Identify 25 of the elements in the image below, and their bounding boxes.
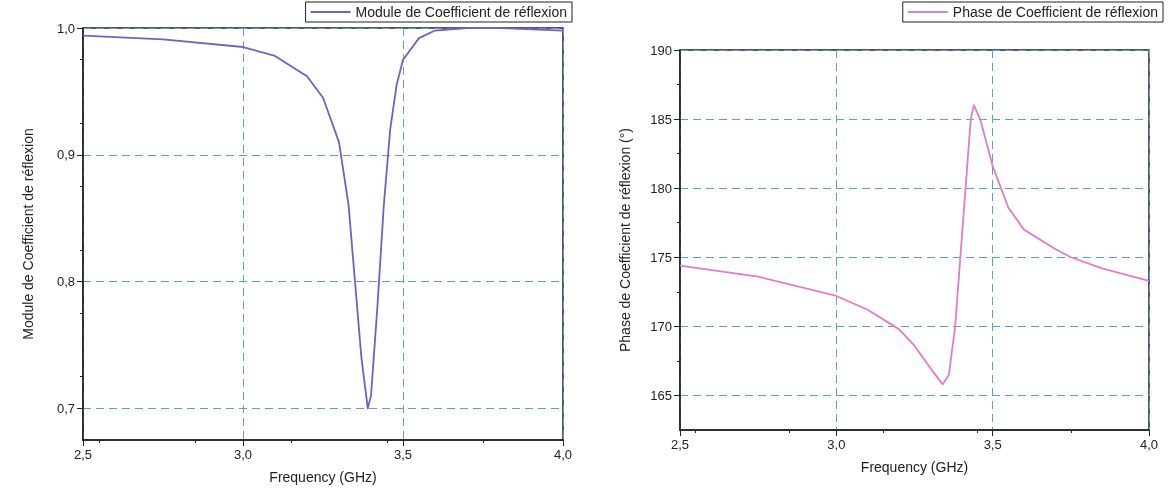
y-tick-label: 185 [650,111,672,127]
y-tick-label: 0,8 [56,274,75,290]
y-tick-label: 0,9 [56,147,75,163]
y-axis-title: Phase de Coefficient de réflexion (°) [617,127,633,353]
x-tick-label: 3,0 [233,447,253,462]
x-tick-label: 2,5 [73,447,93,462]
x-tick-label: 3,5 [983,437,1002,452]
x-tick-label: 4,0 [1139,437,1159,452]
y-tick-label: 0,7 [56,400,75,416]
x-axis-title: Frequency (GHz) [269,469,377,485]
y-tick-label: 170 [650,318,672,334]
y-axis-title: Module de Coefficient de réflexion [20,128,36,340]
x-tick-label: 4,0 [553,447,573,462]
legend-label: Phase de Coefficient de réflexion [952,4,1159,20]
line-series [679,104,1150,386]
y-tick-label: 175 [650,249,672,265]
x-axis-title: Frequency (GHz) [860,459,969,475]
legend-label: Module de Coefficient de réflexion [355,4,568,20]
x-tick-label: 3,0 [827,437,846,452]
x-tick-label: 2,5 [670,437,690,452]
y-tick-label: 190 [650,42,672,58]
y-tick-label: 1,0 [56,20,75,36]
x-tick-label: 3,5 [393,447,413,462]
y-tick-label: 180 [650,180,672,196]
y-tick-label: 165 [650,387,672,403]
